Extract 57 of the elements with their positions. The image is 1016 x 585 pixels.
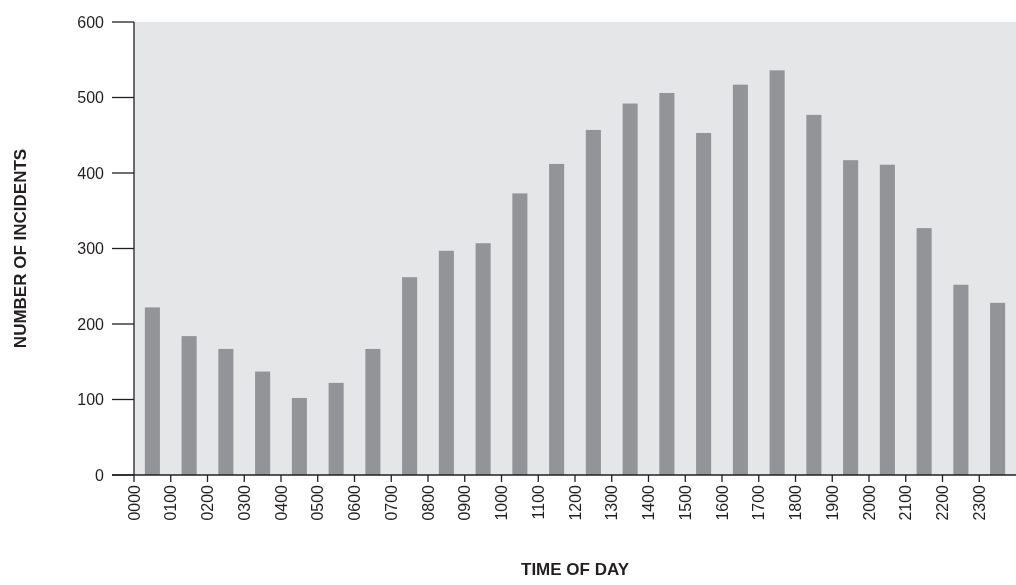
x-tick-label: 1400 (640, 484, 658, 521)
y-tick-label: 400 (77, 164, 105, 182)
bar (402, 277, 418, 475)
bar (916, 228, 932, 475)
bar (843, 160, 859, 475)
x-tick-label: 0200 (199, 484, 217, 521)
y-tick-label: 600 (77, 13, 105, 31)
x-tick-label: 1300 (603, 484, 621, 521)
x-tick-label: 0400 (272, 484, 290, 521)
bar (328, 382, 344, 475)
x-tick-label: 1000 (493, 484, 511, 521)
bar (696, 132, 712, 475)
bar (291, 397, 307, 475)
bar (806, 114, 822, 475)
x-tick-label: 1700 (750, 484, 768, 521)
bar (181, 336, 197, 475)
x-tick-label: 0900 (456, 484, 474, 521)
x-axis-title: TIME OF DAY (521, 560, 630, 579)
bar (585, 129, 601, 475)
x-tick-label: 1800 (787, 484, 805, 521)
bar (218, 348, 234, 475)
bar (144, 307, 160, 475)
x-tick-label: 0700 (382, 484, 400, 521)
bar (512, 193, 528, 475)
bar (475, 243, 491, 475)
bar (438, 250, 454, 475)
x-tick-label: 2300 (970, 484, 988, 521)
y-axis-title: NUMBER OF INCIDENTS (11, 148, 30, 349)
x-tick-label: 0500 (309, 484, 327, 521)
x-tick-label: 1900 (823, 484, 841, 521)
bar (769, 70, 785, 475)
x-tick-label: 2000 (860, 484, 878, 521)
bar (659, 92, 675, 475)
y-tick-label: 300 (77, 240, 105, 258)
y-tick-label: 200 (77, 315, 105, 333)
y-tick-label: 500 (77, 89, 105, 107)
bar (365, 348, 381, 475)
x-tick-label: 0100 (162, 484, 180, 521)
y-tick-label: 0 (95, 466, 105, 484)
x-tick-label: 0800 (419, 484, 437, 521)
x-tick-label: 1100 (529, 484, 547, 520)
x-tick-label: 1600 (713, 484, 731, 521)
bar (255, 371, 271, 475)
bar (732, 84, 748, 475)
bar (879, 164, 895, 475)
x-tick-label: 2200 (934, 484, 952, 521)
bar (990, 302, 1006, 475)
x-tick-label: 1200 (566, 484, 584, 521)
x-tick-label: 2100 (897, 484, 915, 521)
bar (953, 284, 969, 475)
x-tick-label: 1500 (676, 484, 694, 521)
bar (622, 103, 638, 475)
x-tick-label: 0600 (346, 484, 364, 521)
x-tick-label: 0300 (235, 484, 253, 521)
bar (549, 163, 565, 475)
x-tick-label: 0000 (125, 484, 143, 521)
y-tick-label: 100 (77, 391, 105, 409)
